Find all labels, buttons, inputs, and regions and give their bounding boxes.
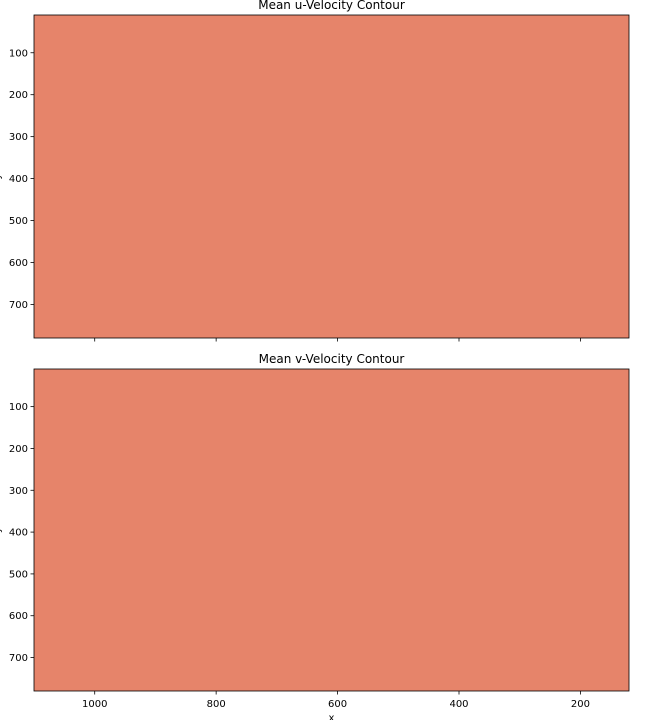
x-tick-label: 200 <box>571 699 590 710</box>
y-tick-label: 200 <box>9 90 28 101</box>
u-velocity-y-axis-label: y <box>0 173 3 179</box>
u-velocity-plot-frame <box>33 14 630 339</box>
y-tick-label: 600 <box>9 258 28 269</box>
y-tick-label: 300 <box>9 486 28 497</box>
y-tick-label: 500 <box>9 216 28 227</box>
v-velocity-y-ticks: 100 200 300 400 500 600 700 <box>9 402 34 664</box>
u-velocity-title: Mean u-Velocity Contour <box>258 0 405 12</box>
u-velocity-heatmap <box>34 15 629 338</box>
v-velocity-heatmap <box>34 369 629 691</box>
x-tick-label: 1000 <box>82 699 107 710</box>
v-velocity-x-axis-label: x <box>329 713 335 720</box>
x-tick-label: 800 <box>207 699 226 710</box>
y-tick-label: 700 <box>9 300 28 311</box>
u-velocity-panel: Mean u-Velocity Contour y 100 200 300 400 50… <box>0 0 630 342</box>
u-velocity-x-ticks <box>94 338 581 342</box>
y-tick-label: 100 <box>9 402 28 413</box>
u-velocity-y-ticks: 100 200 300 400 500 600 700 <box>9 48 34 311</box>
x-tick-label: 600 <box>328 699 347 710</box>
y-tick-label: 500 <box>9 569 28 580</box>
y-tick-label: 300 <box>9 132 28 143</box>
v-velocity-plot-frame <box>33 368 630 692</box>
v-velocity-panel: Mean v-Velocity Contour y x 100 200 300 400… <box>0 352 630 720</box>
y-tick-label: 400 <box>9 528 28 539</box>
y-tick-label: 700 <box>9 653 28 664</box>
y-tick-label: 600 <box>9 611 28 622</box>
x-tick-label: 400 <box>449 699 468 710</box>
v-velocity-y-axis-label: y <box>0 527 3 533</box>
y-tick-label: 200 <box>9 444 28 455</box>
v-velocity-title: Mean v-Velocity Contour <box>259 352 405 366</box>
y-tick-label: 100 <box>9 48 28 59</box>
y-tick-label: 400 <box>9 174 28 185</box>
v-velocity-x-ticks: 1000 800 600 400 200 <box>82 691 590 710</box>
